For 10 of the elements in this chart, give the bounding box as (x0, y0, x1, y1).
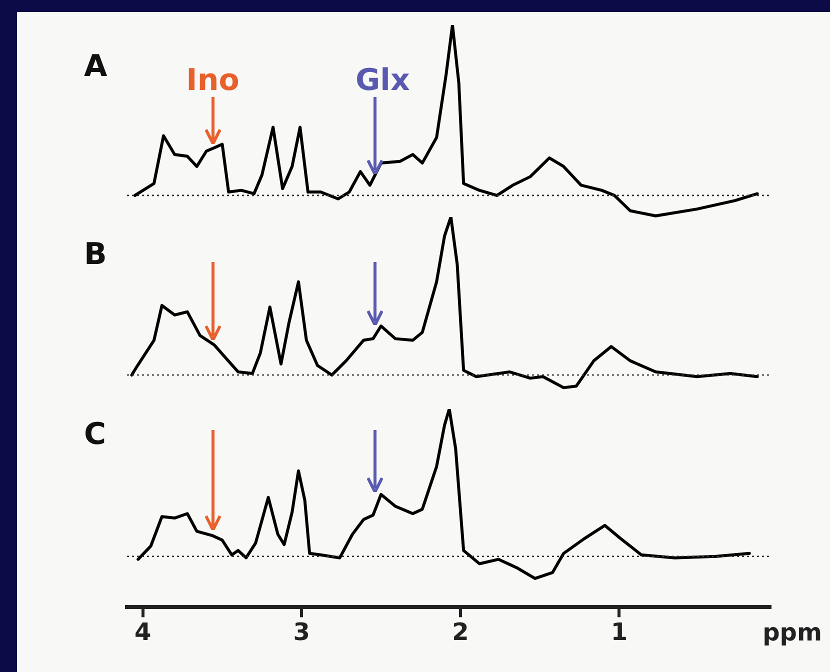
x-tick-label: 3 (293, 618, 310, 646)
x-tick-label: 4 (134, 618, 152, 646)
annotation: Glx (356, 63, 410, 98)
chart-title: C (84, 417, 106, 452)
annotation: Ino (186, 63, 240, 98)
x-tick-label: 2 (452, 618, 469, 646)
x-axis-title: ppm (762, 618, 822, 646)
x-tick-label: 1 (610, 618, 628, 646)
text: A (84, 49, 108, 84)
text: B (84, 237, 107, 272)
